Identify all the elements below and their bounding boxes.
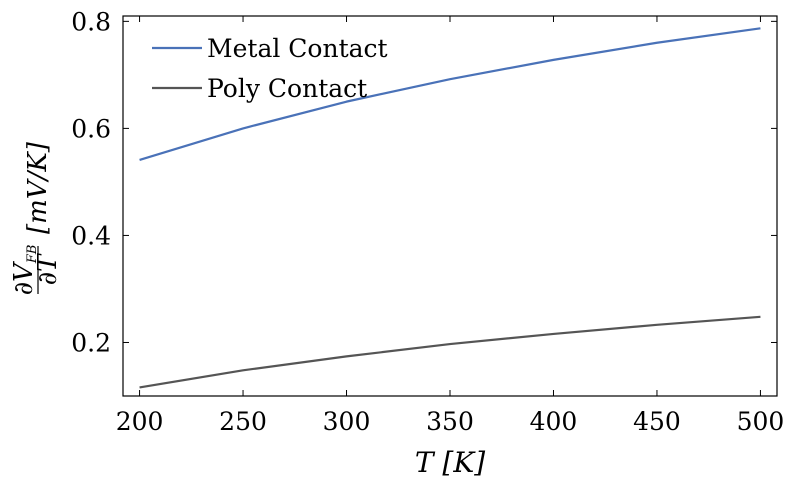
plot-frame bbox=[122, 15, 778, 397]
x-tick-label: 450 bbox=[633, 407, 681, 436]
ticks-layer: 200 250 300 350 400 450 500 0.2 0.4 0.6 0.8 bbox=[71, 7, 784, 436]
y-tick-label: 0.6 bbox=[71, 114, 111, 143]
series-line-poly-contact bbox=[139, 315, 761, 389]
x-axis-label: T [K] bbox=[415, 446, 485, 479]
legend-label: Poly Contact bbox=[207, 74, 367, 103]
series-line-metal-contact bbox=[139, 27, 761, 162]
y-axis-label-denominator: ∂T bbox=[33, 253, 63, 285]
y-tick-label: 0.2 bbox=[71, 328, 111, 357]
series-layer bbox=[139, 27, 761, 389]
y-tick-label: 0.8 bbox=[71, 7, 111, 36]
x-tick-label: 200 bbox=[116, 407, 164, 436]
y-axis-label-units: [mV/K] bbox=[23, 141, 53, 234]
y-axis-label: ∂VFB ∂T [mV/K] bbox=[9, 141, 63, 295]
x-tick-label: 500 bbox=[737, 407, 785, 436]
y-tick-label: 0.4 bbox=[71, 221, 111, 250]
legend: Metal Contact Poly Contact bbox=[152, 34, 388, 103]
x-tick-label: 400 bbox=[530, 407, 578, 436]
legend-label: Metal Contact bbox=[207, 34, 388, 63]
x-tick-label: 300 bbox=[323, 407, 371, 436]
x-tick-label: 250 bbox=[219, 407, 267, 436]
x-tick-label: 350 bbox=[426, 407, 474, 436]
